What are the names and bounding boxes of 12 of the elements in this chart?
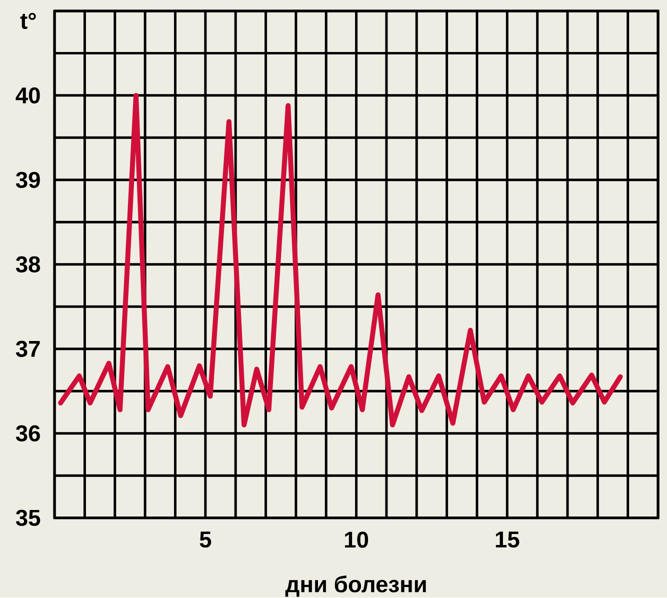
x-axis-title: дни болезни <box>285 576 426 597</box>
y-tick-label: 38 <box>16 256 40 273</box>
y-tick-label: 35 <box>16 510 40 526</box>
x-tick-label: 15 <box>496 532 520 548</box>
line-series <box>58 93 623 428</box>
x-tick-label: 5 <box>200 532 212 548</box>
y-tick-label: 36 <box>16 426 40 442</box>
y-axis-title: t° <box>20 13 36 30</box>
y-tick-label: 40 <box>16 88 40 104</box>
y-tick-label: 37 <box>16 341 40 358</box>
x-tick-label: 10 <box>345 532 368 548</box>
y-tick-label: 39 <box>16 172 40 188</box>
